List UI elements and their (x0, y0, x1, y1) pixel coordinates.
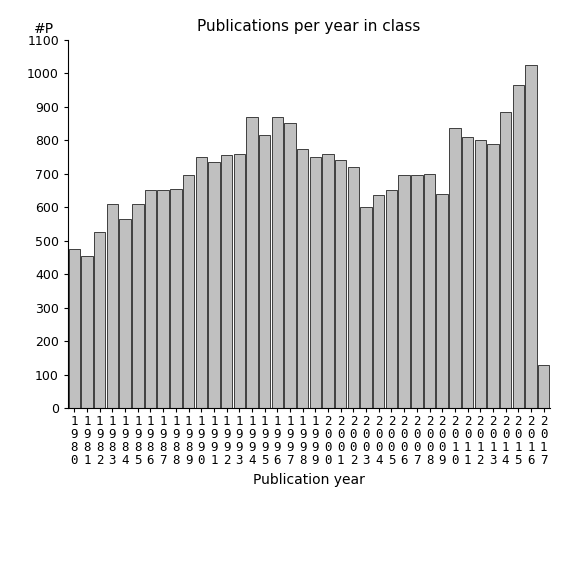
Bar (322, 154, 334, 408)
Bar (361, 207, 372, 408)
Bar (475, 140, 486, 408)
Bar (221, 155, 232, 408)
Bar (411, 175, 422, 408)
Bar (525, 65, 537, 408)
Title: Publications per year in class: Publications per year in class (197, 19, 421, 35)
Bar (348, 167, 359, 408)
Bar (424, 174, 435, 408)
Bar (399, 175, 410, 408)
Bar (208, 162, 219, 408)
Bar (158, 191, 169, 408)
Bar (196, 157, 207, 408)
Bar (170, 189, 181, 408)
Bar (437, 194, 448, 408)
Bar (513, 85, 524, 408)
Bar (297, 149, 308, 408)
Bar (462, 137, 473, 408)
Bar (272, 117, 283, 408)
Bar (310, 157, 321, 408)
Bar (69, 249, 80, 408)
Bar (449, 129, 460, 408)
Bar (538, 365, 549, 408)
Bar (386, 191, 397, 408)
Bar (284, 124, 296, 408)
Text: #P: #P (34, 22, 54, 36)
Bar (183, 175, 194, 408)
Bar (132, 204, 143, 408)
Bar (335, 160, 346, 408)
Bar (120, 219, 131, 408)
Bar (234, 154, 245, 408)
Bar (81, 256, 93, 408)
Bar (107, 204, 118, 408)
X-axis label: Publication year: Publication year (253, 473, 365, 486)
Bar (500, 112, 511, 408)
Bar (487, 143, 498, 408)
Bar (373, 196, 384, 408)
Bar (259, 135, 270, 408)
Bar (94, 232, 105, 408)
Bar (246, 117, 257, 408)
Bar (145, 191, 156, 408)
